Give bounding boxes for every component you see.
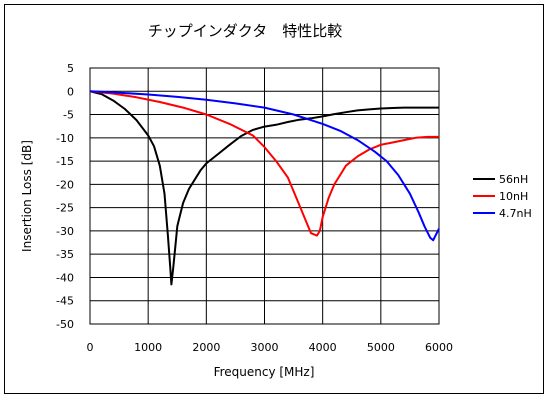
- y-axis-ticks: 5 0 -5 -10 -15 -20 -25 -30 -35 -40 -45 -50: [56, 62, 74, 331]
- chart-title: チップインダクタ 特性比較: [148, 22, 342, 40]
- y-tick-label: -20: [56, 178, 74, 191]
- y-tick-label: -45: [56, 295, 74, 308]
- y-axis-label: Insertion Loss [dB]: [20, 140, 34, 252]
- legend-label: 10nH: [499, 190, 528, 203]
- y-tick-label: -10: [56, 132, 74, 145]
- y-tick-label: -25: [56, 202, 74, 215]
- y-tick-label: -50: [56, 318, 74, 331]
- x-tick-label: 4000: [309, 341, 337, 354]
- x-tick-label: 3000: [251, 341, 279, 354]
- x-tick-label: 2000: [192, 341, 220, 354]
- y-tick-label: -15: [56, 155, 74, 168]
- x-tick-label: 1000: [134, 341, 162, 354]
- series-line-56nH: [89, 90, 439, 286]
- series-line-4.7nH: [89, 90, 440, 242]
- series-lines: [89, 90, 440, 286]
- x-tick-label: 6000: [425, 341, 453, 354]
- x-axis-ticks: 0 1000 2000 3000 4000 5000 6000: [87, 341, 454, 354]
- chart-frame: チップインダクタ 特性比較 0 1000 2000 3000 4000 5000 6000 …: [4, 4, 544, 394]
- legend-label: 4.7nH: [499, 207, 532, 220]
- insertion-loss-chart: チップインダクタ 特性比較 0 1000 2000 3000 4000 5000 6000 …: [20, 22, 532, 379]
- legend: 56nH 10nH 4.7nH: [473, 173, 532, 220]
- y-tick-label: -35: [56, 248, 74, 261]
- y-tick-label: 5: [67, 62, 74, 75]
- x-tick-label: 0: [87, 341, 94, 354]
- legend-label: 56nH: [499, 173, 528, 186]
- series-line-10nH: [89, 90, 439, 237]
- x-tick-label: 5000: [367, 341, 395, 354]
- x-axis-label: Frequency [MHz]: [214, 365, 315, 379]
- y-tick-label: -5: [63, 109, 74, 122]
- grid: [90, 68, 439, 324]
- y-tick-label: -40: [56, 271, 74, 284]
- y-tick-label: 0: [67, 85, 74, 98]
- y-tick-label: -30: [56, 225, 74, 238]
